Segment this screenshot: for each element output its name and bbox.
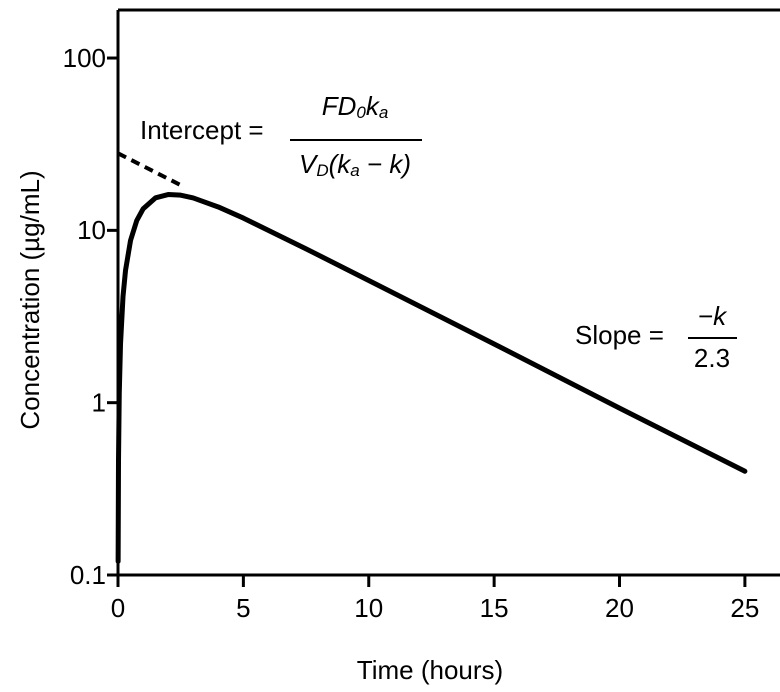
num-sub: 0 [356,103,366,122]
intercept-label: Intercept = [140,115,264,145]
den-part: − k) [360,149,411,179]
y-axis-label: Concentration (µg/mL) [15,170,45,429]
num-sub: a [379,103,388,122]
y-tick-label: 0.1 [70,560,106,590]
x-axis-label: Time (hours) [357,655,503,685]
intercept-denominator: VD(ka − k) [299,149,411,181]
y-tick-label: 100 [63,43,106,73]
slope-label: Slope = [575,320,664,350]
den-part: V [299,149,319,179]
den-sub: D [316,161,328,180]
x-tick-label: 20 [605,593,634,623]
num-part: k [366,91,381,121]
x-tick-label: 15 [480,593,509,623]
den-sub: a [350,161,359,180]
intercept-numerator: FD0ka [322,91,389,123]
num-part: FD [322,91,357,121]
slope-numerator: −k [698,301,728,331]
x-tick-label: 5 [236,593,250,623]
x-tick-label: 0 [111,593,125,623]
x-tick-label: 10 [354,593,383,623]
extrapolation-line [117,151,182,187]
x-tick-label: 25 [730,593,759,623]
y-tick-label: 10 [77,215,106,245]
den-part: (k [329,149,353,179]
slope-denominator: 2.3 [694,343,730,373]
y-tick-label: 1 [92,388,106,418]
concentration-curve [115,192,748,564]
